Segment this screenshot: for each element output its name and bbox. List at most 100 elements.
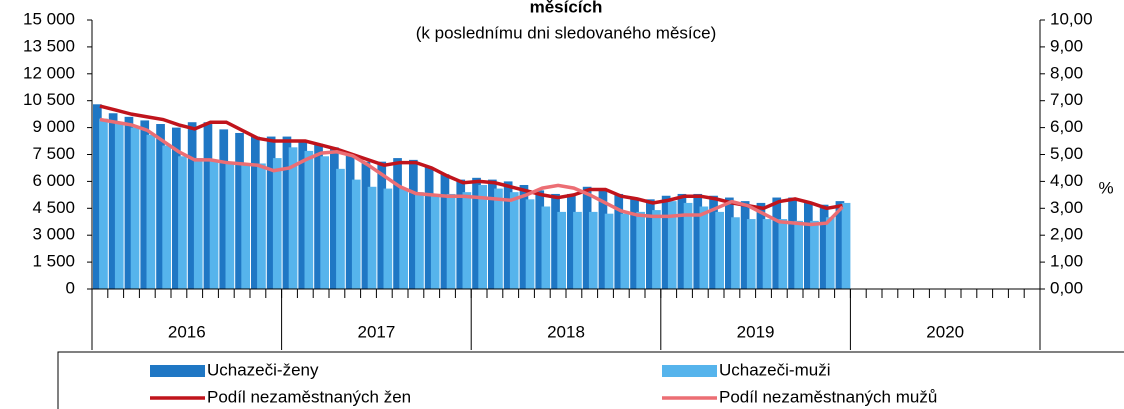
bar xyxy=(715,211,724,289)
y-tick-label: 7 500 xyxy=(32,144,75,163)
bar xyxy=(573,211,582,289)
bar xyxy=(725,197,734,289)
bar xyxy=(225,163,235,289)
bar xyxy=(503,181,513,289)
line xyxy=(99,117,844,227)
x-group-label: 2019 xyxy=(737,322,775,341)
bar xyxy=(762,219,772,289)
bar xyxy=(393,158,402,289)
bar xyxy=(661,195,671,289)
bar xyxy=(257,163,266,289)
y2-tick-label: 4,00 xyxy=(1050,171,1083,190)
bar xyxy=(462,192,472,289)
bar xyxy=(740,201,750,289)
bar xyxy=(219,129,229,289)
y-tick-label: 13 500 xyxy=(23,36,75,55)
bar xyxy=(351,179,361,289)
y-tick-label: 3 000 xyxy=(32,225,75,244)
bar xyxy=(178,156,187,289)
bar xyxy=(130,127,140,289)
bar xyxy=(209,159,219,289)
bar xyxy=(415,192,424,289)
bar xyxy=(652,210,661,289)
bar xyxy=(272,158,282,289)
bar xyxy=(235,132,244,289)
bar xyxy=(377,161,387,289)
bar xyxy=(124,116,134,289)
bar xyxy=(667,201,677,289)
bar xyxy=(620,213,630,289)
bar xyxy=(93,104,102,289)
bar xyxy=(288,147,298,289)
bar xyxy=(140,120,150,289)
bar xyxy=(298,140,308,289)
bar xyxy=(114,122,124,289)
legend-label: Uchazeči-muži xyxy=(719,360,830,379)
legend-swatch xyxy=(150,365,205,377)
bar xyxy=(367,186,377,289)
bar xyxy=(810,220,819,289)
bar xyxy=(99,118,108,289)
bar xyxy=(345,154,355,289)
bar xyxy=(494,188,503,289)
bar xyxy=(699,206,709,289)
y-tick-label: 9 000 xyxy=(32,117,75,136)
y-tick-label: 15 000 xyxy=(23,9,75,28)
legend-label: Uchazeči-ženy xyxy=(207,360,319,379)
bar xyxy=(409,159,418,289)
bar xyxy=(162,145,171,289)
bar xyxy=(819,204,829,289)
bar xyxy=(193,158,203,289)
bar xyxy=(241,165,250,289)
bar xyxy=(146,134,156,289)
y2-tick-label: 3,00 xyxy=(1050,198,1083,217)
bar xyxy=(756,202,766,289)
y2-axis-label: % xyxy=(1098,178,1113,197)
bar xyxy=(693,193,703,289)
y2-tick-label: 1,00 xyxy=(1050,252,1083,271)
bar xyxy=(108,113,118,290)
bar xyxy=(551,193,560,289)
line xyxy=(99,104,843,211)
bar xyxy=(509,192,519,289)
bar xyxy=(488,179,497,289)
chart-subtitle: (k poslednímu dni sledovaného měsíce) xyxy=(416,23,717,42)
bar xyxy=(336,168,345,289)
bar xyxy=(478,184,487,289)
bar xyxy=(456,179,466,289)
y2-tick-label: 8,00 xyxy=(1050,63,1083,82)
x-group-label: 2020 xyxy=(926,322,964,341)
bar xyxy=(788,197,797,289)
bar xyxy=(778,219,788,289)
bar xyxy=(440,174,450,289)
bar xyxy=(383,188,393,289)
x-group-label: 2016 xyxy=(168,322,206,341)
bar xyxy=(677,193,687,289)
bar xyxy=(320,156,329,289)
bar xyxy=(683,202,693,289)
y2-tick-label: 0,00 xyxy=(1050,278,1083,297)
y-tick-label: 0 xyxy=(66,278,75,297)
y2-tick-label: 10,00 xyxy=(1050,9,1093,28)
y-tick-label: 1 500 xyxy=(32,252,75,271)
bar xyxy=(361,161,371,289)
bar xyxy=(266,136,276,289)
bar xyxy=(804,202,813,289)
y2-tick-label: 6,00 xyxy=(1050,117,1083,136)
bar xyxy=(472,177,481,289)
legend-box xyxy=(57,351,1124,409)
bar xyxy=(304,150,314,289)
y2-tick-label: 9,00 xyxy=(1050,36,1083,55)
bar xyxy=(251,136,260,289)
x-group-label: 2017 xyxy=(357,322,395,341)
legend-label: Podíl nezaměstnaných žen xyxy=(207,387,411,406)
bar xyxy=(424,167,434,289)
bar xyxy=(557,211,566,289)
chart-title: měsících xyxy=(530,0,603,16)
bar xyxy=(330,147,339,289)
bar xyxy=(203,122,213,289)
bar xyxy=(794,220,803,289)
bar xyxy=(709,195,718,289)
bar xyxy=(582,186,592,289)
